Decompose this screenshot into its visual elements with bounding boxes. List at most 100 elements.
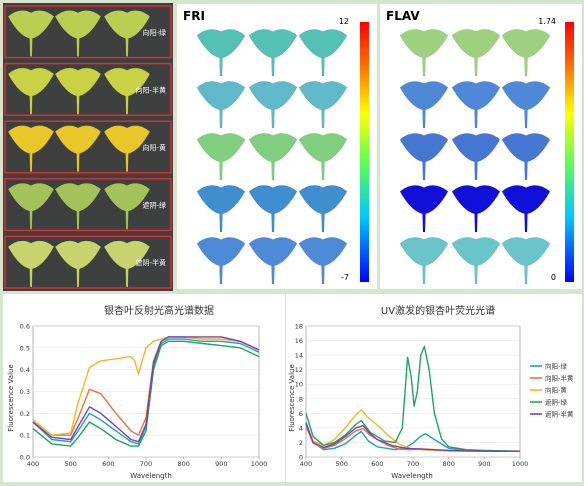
heatmap-leaf: [248, 81, 298, 129]
x-tick-label: 900: [478, 460, 490, 468]
fluorescence-chart: UV激发的银杏叶荧光光谱 Wavelength Fluorescence Val…: [288, 304, 574, 480]
heatmap-leaf: [399, 237, 449, 285]
heatmap-leaf: [196, 185, 246, 233]
legend-label: 向阳-半黄: [545, 374, 574, 383]
x-tick-label: 500: [64, 460, 76, 468]
heatmap-leaf: [501, 185, 551, 233]
y-tick-label: 18: [295, 323, 303, 331]
flav-leaf-grid: [399, 29, 551, 285]
photo-row-label: 向阳-黄: [142, 143, 166, 152]
y-tick-label: 6: [299, 410, 303, 418]
leaf-photo: [7, 240, 55, 288]
x-tick-label: 1000: [512, 460, 529, 468]
series-line: [305, 423, 520, 452]
series-line: [32, 340, 260, 447]
chart2-plot-area: 0 2 4 6 8 10 12 14 16 18 400 500 600 700 800 900 1000: [295, 323, 529, 469]
x-tick-label: 600: [371, 460, 383, 468]
photo-row-frame: [4, 62, 172, 116]
chart2-ylabel: Fluorescence Value: [288, 364, 296, 432]
photo-row-label: 向阳-半黄: [135, 85, 166, 94]
heatmap-leaf: [298, 237, 348, 285]
heatmap-leaf: [451, 133, 501, 181]
fri-map-panel: FRI 12 -7: [177, 4, 377, 289]
fri-title: FRI: [183, 9, 205, 23]
heatmap-leaf: [298, 133, 348, 181]
leaf-photo: [103, 125, 151, 173]
series-line: [32, 338, 260, 445]
heatmap-leaf: [298, 29, 348, 77]
series-line: [305, 421, 520, 452]
series-line: [32, 336, 260, 436]
x-tick-label: 600: [102, 460, 114, 468]
heatmap-leaf: [248, 133, 298, 181]
heatmap-leaf: [298, 185, 348, 233]
chart1-xlabel: Wavelength: [130, 472, 172, 480]
series-line: [305, 345, 521, 452]
fri-map-svg: FRI 12 -7: [183, 9, 369, 285]
leaf-photo: [7, 125, 55, 173]
heatmap-leaf: [451, 29, 501, 77]
x-tick-label: 500: [335, 460, 347, 468]
reflectance-chart-panel: 银杏叶反射光高光谱数据 Wavelength Fluorescence Valu…: [3, 294, 285, 482]
photo-row-label: 遮阴-绿: [142, 201, 166, 210]
heatmap-leaf: [196, 81, 246, 129]
x-tick-label: 1000: [251, 460, 268, 468]
leaf-photo: [7, 10, 55, 57]
x-tick-label: 800: [442, 460, 454, 468]
y-tick-label: 0.0: [20, 454, 30, 462]
series-line: [305, 409, 520, 452]
heatmap-leaf: [501, 237, 551, 285]
leaf-photo: [103, 67, 151, 115]
photo-row-label: 遮阴-半黄: [135, 258, 166, 267]
chart1-ylabel: Fluorescence Value: [7, 364, 15, 432]
series-line: [32, 336, 260, 443]
leaf-photo: [54, 125, 102, 173]
leaf-photo: [54, 67, 102, 115]
chart2-title: UV激发的银杏叶荧光光谱: [381, 304, 495, 317]
reflectance-chart: 银杏叶反射光高光谱数据 Wavelength Fluorescence Valu…: [7, 304, 268, 480]
y-tick-label: 0.1: [20, 432, 30, 440]
legend-label: 向阳-绿: [545, 362, 567, 371]
leaf-photo: [7, 182, 55, 230]
fluorescence-chart-panel: UV激发的银杏叶荧光光谱 Wavelength Fluorescence Val…: [286, 294, 582, 482]
flav-scale-min: 0: [551, 273, 556, 282]
heatmap-leaf: [451, 237, 501, 285]
fri-leaf-grid: [196, 29, 348, 285]
photo-row-frame: [4, 178, 172, 232]
heatmap-leaf: [501, 29, 551, 77]
x-tick-label: 700: [407, 460, 419, 468]
flav-title: FLAV: [386, 9, 420, 23]
y-tick-label: 8: [299, 395, 303, 403]
heatmap-leaf: [399, 81, 449, 129]
leaf-photo: [54, 182, 102, 230]
heatmap-leaf: [399, 185, 449, 233]
leaf-photo: [103, 240, 151, 288]
legend-label: 向阳-黄: [545, 386, 567, 395]
y-tick-label: 2: [299, 439, 303, 447]
x-tick-label: 700: [140, 460, 152, 468]
heatmap-leaf: [196, 133, 246, 181]
legend-label: 遮阴-绿: [545, 398, 567, 407]
photo-row-frame: [4, 5, 172, 59]
y-tick-label: 0.5: [20, 344, 30, 352]
flav-color-scale: [565, 22, 574, 282]
y-tick-label: 10: [295, 381, 303, 389]
y-tick-label: 4: [299, 424, 303, 432]
leaf-photo: [54, 240, 102, 288]
fri-color-scale: [360, 22, 369, 282]
chart1-title: 银杏叶反射光高光谱数据: [104, 304, 214, 317]
leaf-photo: [103, 10, 151, 57]
leaf-photo: [103, 182, 151, 230]
y-tick-label: 0.2: [20, 410, 30, 418]
x-tick-label: 800: [177, 460, 189, 468]
x-tick-label: 900: [215, 460, 227, 468]
heatmap-leaf: [399, 29, 449, 77]
x-tick-label: 400: [27, 460, 39, 468]
flav-map-svg: FLAV 1.74 0: [386, 9, 574, 285]
photo-row-label: 向阳-绿: [142, 28, 166, 37]
y-tick-label: 0.6: [20, 323, 30, 331]
heatmap-leaf: [399, 133, 449, 181]
